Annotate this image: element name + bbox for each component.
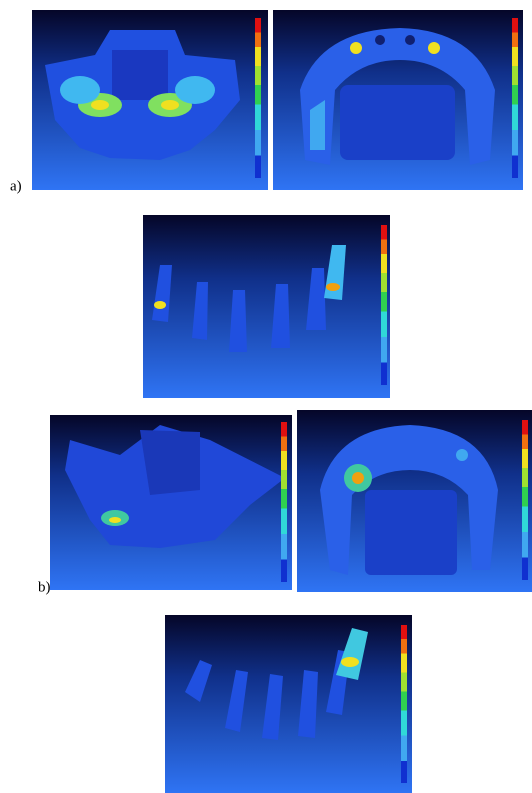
- color-bar: [512, 18, 518, 178]
- implant-site: [350, 42, 362, 54]
- panel-a2: [273, 10, 523, 190]
- color-bar: [522, 420, 528, 580]
- stress-peak: [161, 100, 179, 110]
- stress-peak: [352, 472, 364, 484]
- implant: [298, 670, 318, 738]
- implant: [225, 670, 248, 732]
- model-part: [365, 490, 457, 575]
- panel-a1: [32, 10, 268, 190]
- model: [320, 425, 498, 575]
- stress-peak: [109, 517, 121, 523]
- implant-site: [428, 42, 440, 54]
- implant: [306, 268, 326, 330]
- implants: [185, 628, 368, 740]
- stress-peak: [154, 301, 166, 309]
- model-part: [140, 430, 200, 495]
- implant-site: [405, 35, 415, 45]
- model-part: [340, 85, 455, 160]
- implant: [262, 674, 283, 740]
- implant: [229, 290, 247, 352]
- panel-a3: [143, 215, 390, 398]
- stress-area: [310, 100, 325, 150]
- stress-area: [60, 76, 100, 104]
- implant: [271, 284, 290, 348]
- implant-site: [375, 35, 385, 45]
- panel-background: [165, 615, 412, 793]
- implant: [336, 628, 368, 680]
- model-part: [112, 50, 168, 100]
- color-bar: [255, 18, 261, 178]
- implant-site: [456, 449, 468, 461]
- panel-label: a): [10, 178, 22, 194]
- panel-b3: [165, 615, 412, 793]
- implant: [185, 660, 212, 702]
- implants: [152, 245, 346, 352]
- color-bar: [281, 422, 287, 582]
- color-bar: [401, 625, 407, 783]
- color-bar: [381, 225, 387, 385]
- panel-b2: [297, 410, 532, 592]
- model: [300, 28, 495, 165]
- stress-peak: [91, 100, 109, 110]
- panel-label: b): [38, 579, 51, 595]
- implant: [192, 282, 208, 340]
- panel-background: [143, 215, 390, 398]
- stress-peak: [326, 283, 340, 291]
- panel-b1: [50, 415, 292, 590]
- stress-peak: [341, 657, 359, 667]
- stress-area: [175, 76, 215, 104]
